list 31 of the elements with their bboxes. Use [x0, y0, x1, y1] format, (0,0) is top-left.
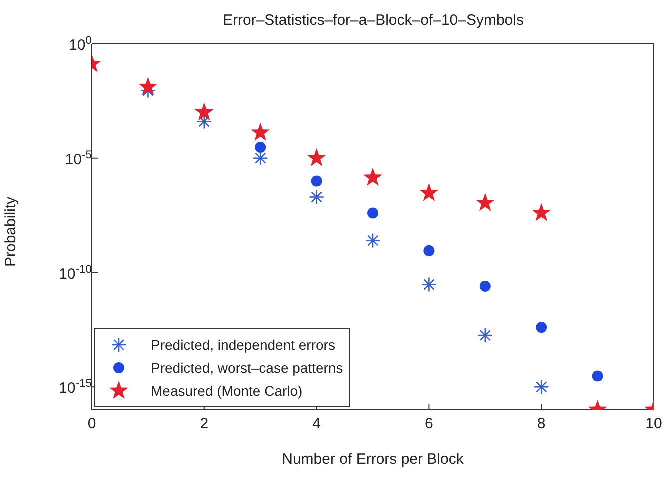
y-tick-label: 10$^{-15}$	[59, 378, 92, 398]
point	[363, 168, 383, 186]
point	[255, 142, 266, 153]
point	[368, 208, 378, 219]
point	[251, 122, 270, 141]
point	[532, 203, 552, 222]
y-tick-label: 10$^{0}$	[69, 35, 92, 54]
point	[536, 322, 548, 334]
point	[424, 245, 435, 256]
x-tick-label: 6	[425, 416, 434, 433]
y-tick-label: 10$^{-10}$	[59, 264, 92, 283]
x-tick-label: 2	[200, 416, 209, 433]
x-axis-title: Number of Errors per Block	[282, 451, 464, 468]
point	[592, 370, 604, 382]
x-tick-label: 4	[312, 416, 321, 433]
x-tick-label: 0	[88, 416, 96, 433]
point	[311, 176, 322, 187]
point	[420, 183, 439, 202]
legend-label: Predicted, independent errors	[151, 336, 336, 352]
point	[194, 102, 214, 121]
point	[476, 193, 495, 212]
point	[480, 281, 491, 292]
point	[307, 148, 326, 166]
legend-label: Predicted, worst–case patterns	[151, 360, 344, 376]
x-tick-label: 10	[646, 416, 662, 433]
y-axis-title: Probability	[2, 196, 20, 267]
point	[138, 77, 158, 96]
chart-title: Error–Statistics–for–a–Block–of–10–Symbols	[222, 12, 525, 29]
y-tick-label: 10$^{-5}$	[65, 149, 92, 168]
legend-label: Measured (Monte Carlo)	[151, 382, 303, 398]
x-tick-label: 8	[537, 416, 546, 433]
